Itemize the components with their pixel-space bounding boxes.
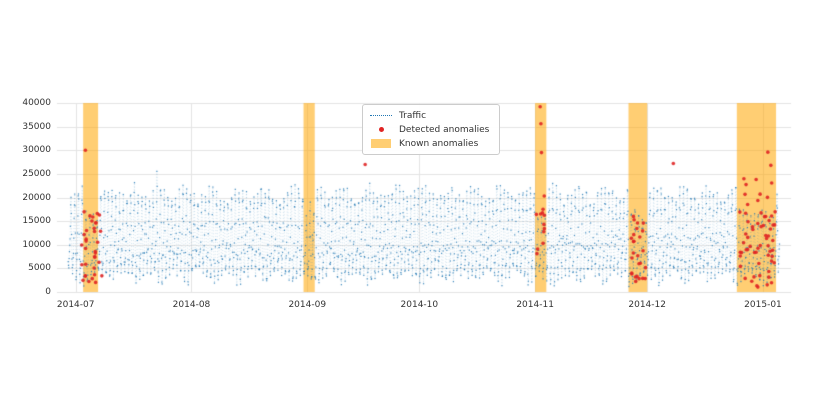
legend-item-detected-anomalies: Detected anomalies [370, 124, 489, 135]
legend-label-detected-anomalies: Detected anomalies [399, 124, 490, 135]
traffic-line-icon [370, 115, 392, 116]
anomaly-dot-icon [370, 127, 392, 132]
known-anomaly-patch-icon [370, 139, 392, 148]
chart-legend: Traffic Detected anomalies Known anomali… [362, 104, 501, 155]
legend-item-traffic: Traffic [370, 110, 489, 121]
legend-label-known-anomalies: Known anomalies [399, 138, 479, 149]
legend-label-traffic: Traffic [399, 110, 427, 121]
legend-item-known-anomalies: Known anomalies [370, 138, 489, 149]
